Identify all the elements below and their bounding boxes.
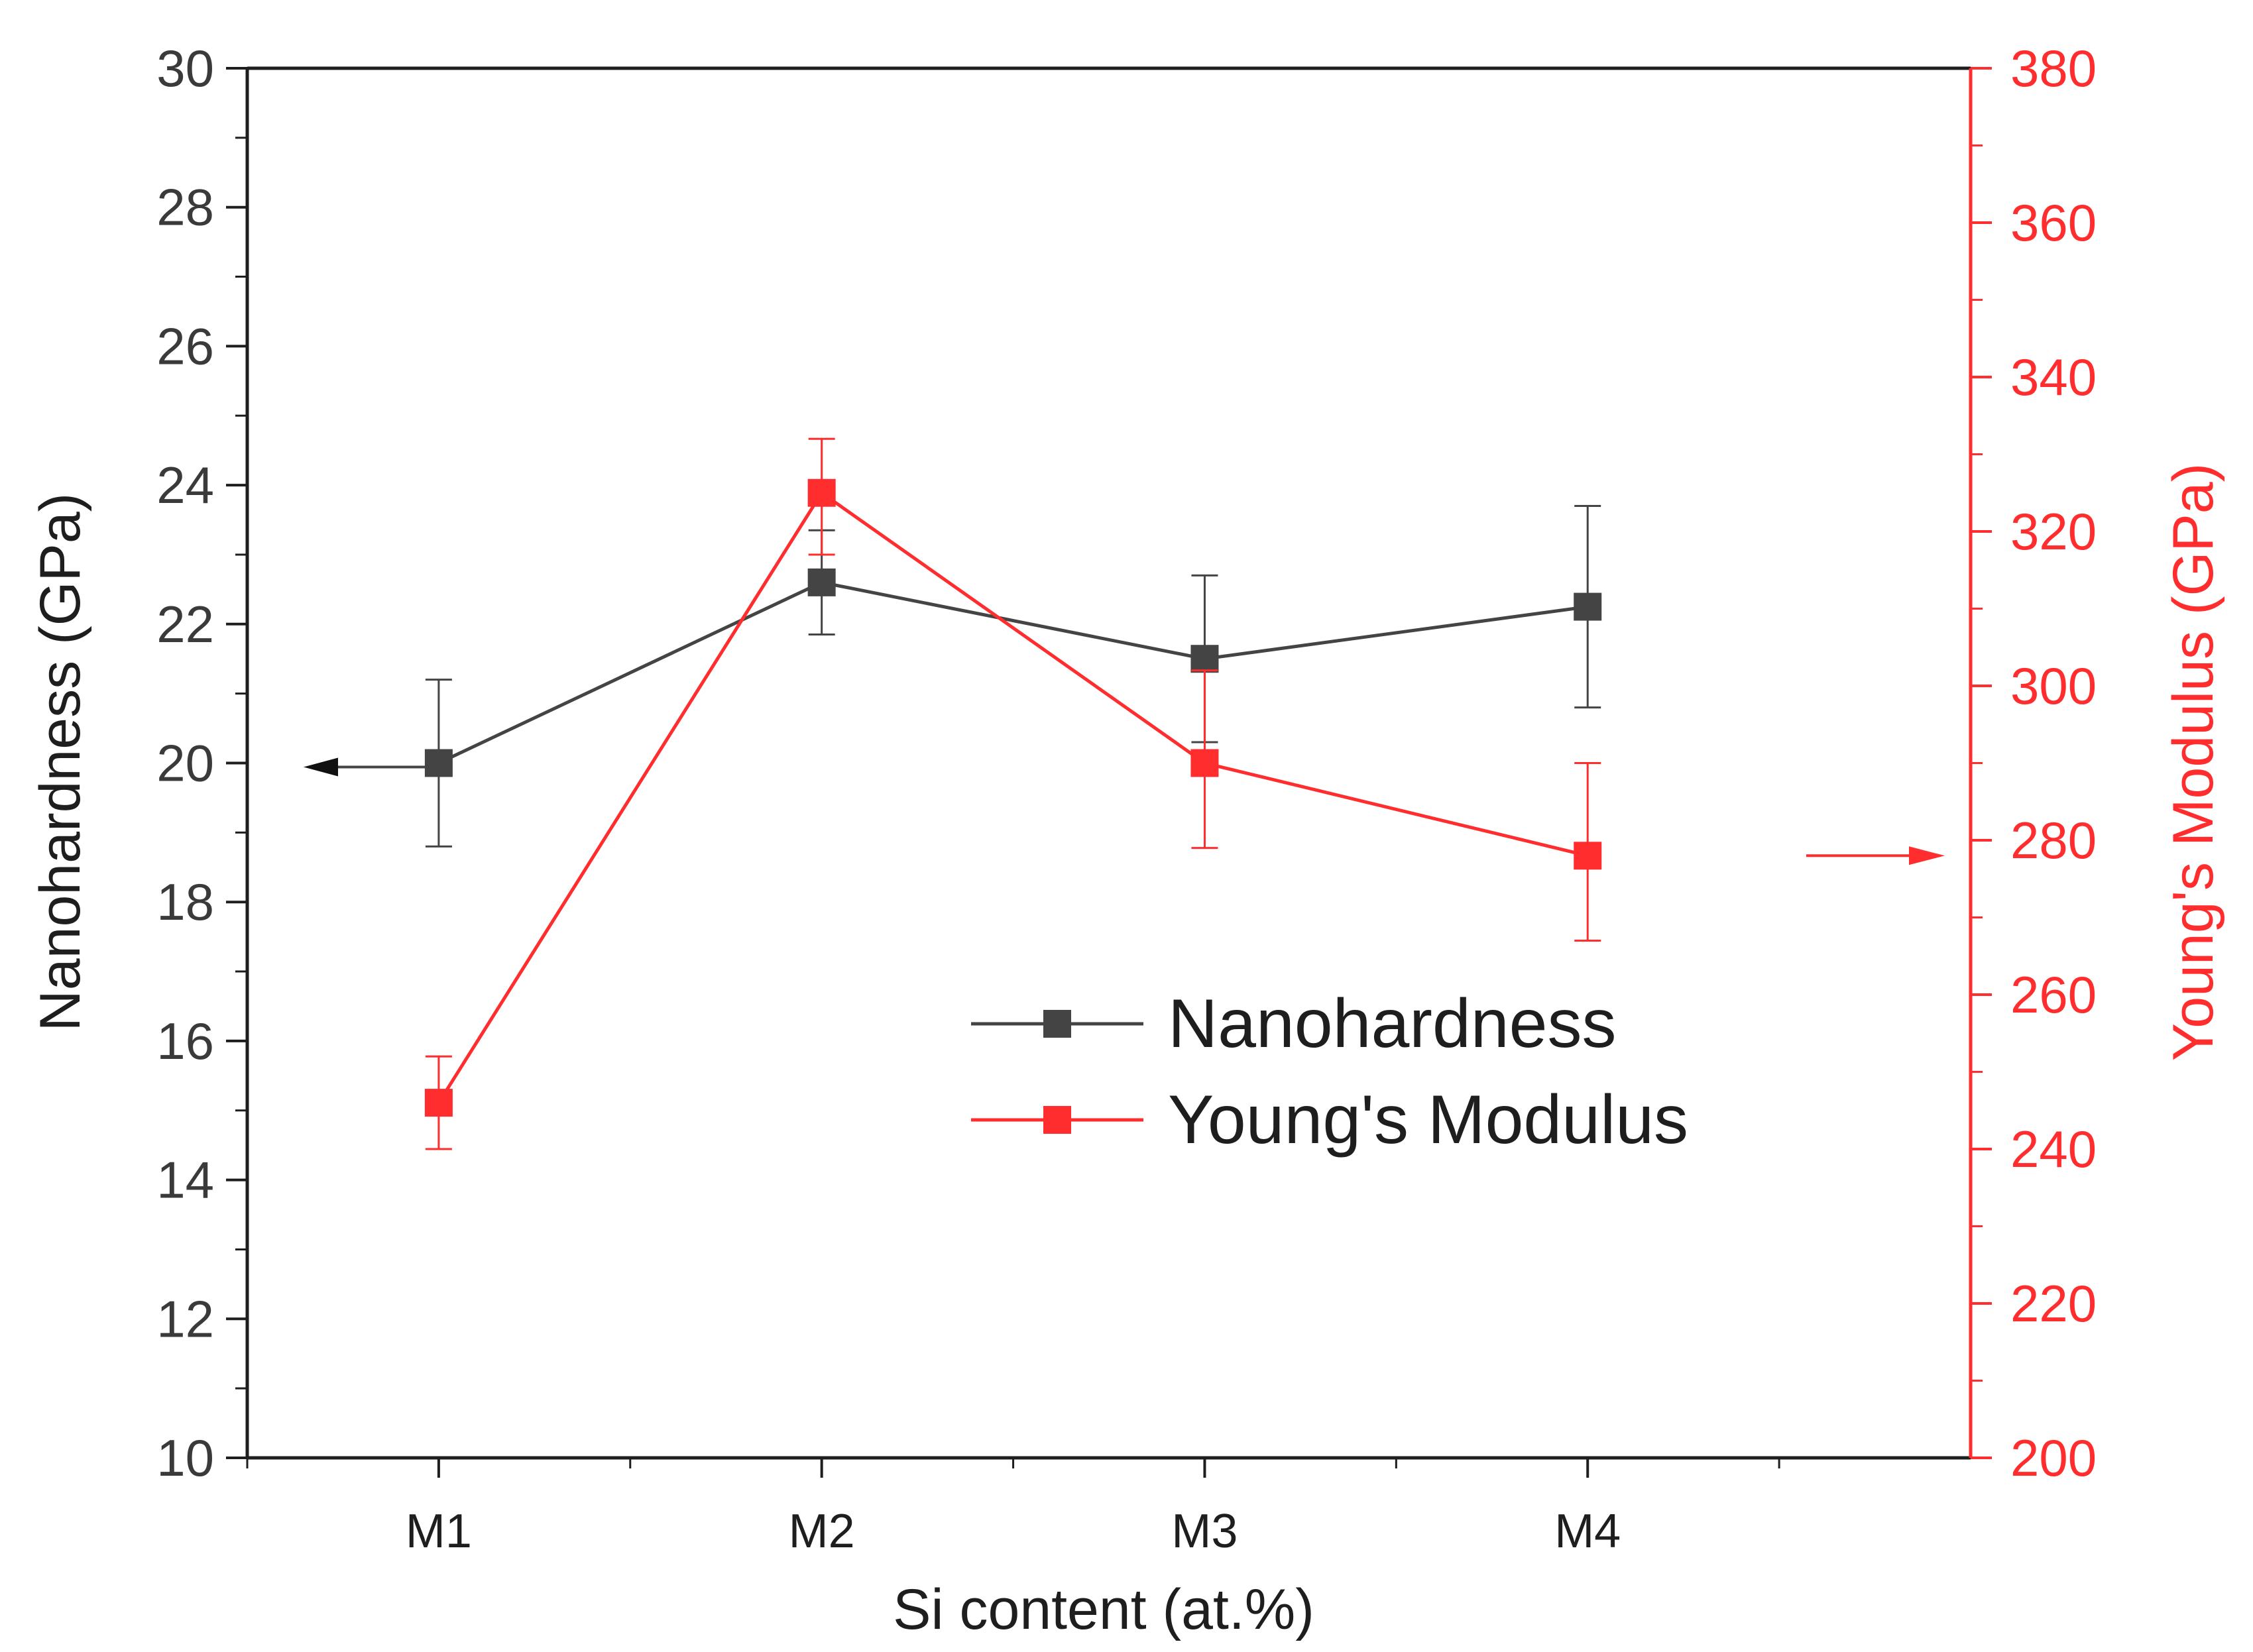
y-right-tick-label: 300 [2010, 657, 2097, 715]
data-point [1190, 749, 1219, 777]
y-left-tick-label: 16 [156, 1012, 214, 1070]
y-left-tick-label: 18 [156, 873, 214, 931]
x-tick-label: M4 [1554, 1505, 1621, 1558]
y-right-tick-label: 280 [2010, 811, 2097, 869]
y-right-tick-label: 320 [2010, 502, 2097, 561]
legend-modulus-marker [1043, 1106, 1071, 1134]
series-line [437, 580, 1588, 765]
data-point [424, 749, 453, 777]
legend: Nanohardness Young's Modulus [971, 985, 1688, 1158]
y-left-tick-label: 22 [156, 595, 214, 653]
plot-area [245, 66, 1973, 1460]
left-axis-arrow-head [304, 757, 338, 777]
annotations [304, 757, 1945, 865]
data-point [807, 568, 836, 596]
data-point [1574, 592, 1602, 621]
x-tick-label: M3 [1171, 1505, 1238, 1558]
data-point [1574, 842, 1602, 870]
y-left-tick-label: 20 [156, 734, 214, 793]
axis-ticks [226, 67, 1992, 1478]
x-tick-label: M1 [406, 1505, 472, 1558]
y-right-tick-label: 240 [2010, 1120, 2097, 1178]
legend-modulus-label: Young's Modulus [1168, 1081, 1688, 1158]
y-left-tick-label: 24 [156, 456, 214, 514]
y-left-tick-label: 10 [156, 1429, 214, 1487]
y-left-tick-label: 30 [156, 39, 214, 97]
y-right-tick-label: 220 [2010, 1274, 2097, 1333]
series-layer [424, 437, 1602, 1150]
tick-labels: 10 12 14 16 18 20 22 24 26 28 30 200 220 240 260 280 300… [156, 39, 2097, 1558]
y-right-tick-label: 260 [2010, 965, 2097, 1024]
y-right-tick-label: 200 [2010, 1429, 2097, 1487]
y-right-tick-label: 360 [2010, 193, 2097, 252]
x-axis-title: Si content (at.%) [893, 1578, 1314, 1641]
y-axis-right-title: Young's Modulus (GPa) [2162, 463, 2225, 1061]
series-nanohardness [424, 505, 1602, 848]
legend-nanohardness-marker [1043, 1010, 1071, 1038]
data-point [1190, 645, 1219, 673]
y-right-tick-label: 340 [2010, 348, 2097, 406]
y-left-tick-label: 26 [156, 317, 214, 375]
y-left-tick-label: 14 [156, 1151, 214, 1209]
data-point [807, 478, 836, 507]
y-left-tick-label: 12 [156, 1290, 214, 1348]
y-left-tick-label: 28 [156, 178, 214, 237]
y-axis-left-title: Nanohardness (GPa) [29, 493, 92, 1032]
legend-nanohardness-label: Nanohardness [1168, 985, 1616, 1062]
series-line [437, 490, 1588, 1104]
y-right-tick-label: 380 [2010, 39, 2097, 97]
x-tick-label: M2 [789, 1505, 855, 1558]
series-youngs-modulus [424, 437, 1602, 1150]
right-axis-arrow-head [1909, 846, 1945, 865]
data-point [424, 1089, 453, 1117]
